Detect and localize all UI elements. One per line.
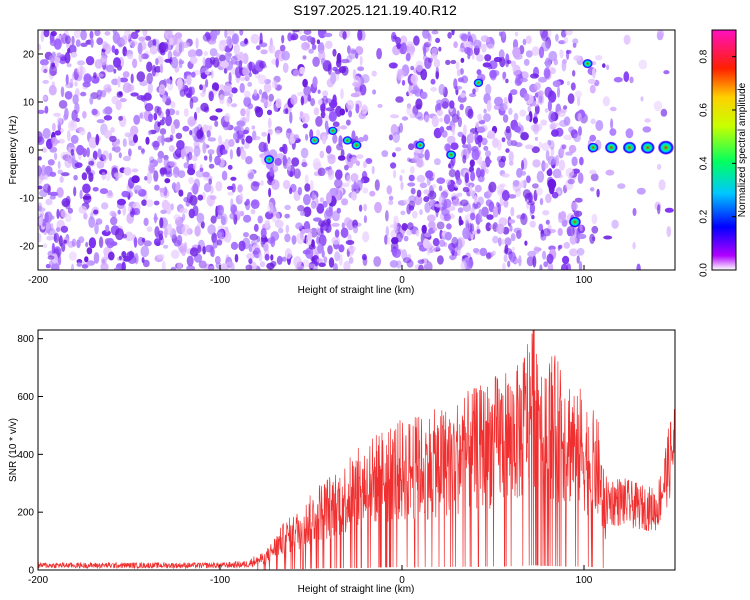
- colorbar-tick-label: 0.8: [699, 49, 710, 63]
- spectrogram-y-tick-label: 10: [23, 98, 35, 109]
- heatmap-feature: [351, 140, 362, 150]
- spectrogram-x-tick-label: -100: [210, 275, 230, 286]
- spectrogram-x-tick-label: -200: [28, 275, 48, 286]
- colorbar-tick-label: 0.0: [699, 263, 710, 277]
- colorbar-gradient: [711, 29, 737, 271]
- colorbar-tick-label: 0.6: [699, 103, 710, 117]
- heatmap-feature: [264, 155, 275, 165]
- spectrogram-y-tick-label: 0: [28, 146, 34, 157]
- heatmap-feature: [587, 142, 599, 153]
- snr-y-tick-label: 600: [17, 392, 34, 403]
- colorbar-tick-label: 0.4: [699, 156, 710, 170]
- snr-y-tick-label: 0: [28, 566, 34, 577]
- heatmap-feature: [582, 59, 593, 69]
- snr-x-label: Height of straight line (km): [298, 584, 415, 595]
- snr-frame: [37, 329, 676, 571]
- snr-x-tick-label: 100: [576, 575, 593, 586]
- snr-series-line: [38, 330, 675, 570]
- heatmap-feature: [342, 136, 353, 145]
- heatmap-feature: [415, 140, 426, 150]
- snr-y-tick-label: 200: [17, 508, 34, 519]
- snr-panel: -200 -100 0 100 0 200 400 600 800 Height of str…: [8, 329, 676, 595]
- snr-y-tick-label: 800: [17, 334, 34, 345]
- heatmap-feature: [640, 141, 655, 154]
- heatmap-feature: [473, 78, 484, 88]
- heatmap-feature: [446, 150, 457, 160]
- snr-x-tick-label: -100: [210, 575, 230, 586]
- colorbar: 0.0 0.2 0.4 0.6 0.8 Normalized spectral ampl…: [699, 29, 748, 277]
- spectrogram-x-tick-label: 100: [576, 275, 593, 286]
- colorbar-label: Normalized spectral amplitude: [737, 82, 748, 217]
- spectrogram-y-label: Frequency (Hz): [8, 116, 19, 185]
- spectrogram-texture: [38, 30, 674, 270]
- heatmap-feature: [328, 126, 338, 136]
- snr-y-label: SNR (10 * v/v): [8, 418, 19, 482]
- snr-x-tick-label: -200: [28, 575, 48, 586]
- heatmap-feature: [622, 141, 637, 154]
- heatmap-feature: [309, 136, 320, 145]
- colorbar-tick-label: 0.2: [699, 209, 710, 223]
- snr-x-tick-label: 0: [399, 575, 405, 586]
- heatmap-feature: [605, 141, 618, 154]
- heatmap-feature: [658, 140, 674, 155]
- chart-title: S197.2025.121.19.40.R12: [293, 2, 457, 18]
- snr-y-tick-label: 400: [17, 450, 34, 461]
- spectrogram-x-label: Height of straight line (km): [298, 285, 415, 296]
- spectrogram-y-tick-label: -20: [20, 242, 35, 253]
- spectrogram-y-tick-label: -10: [20, 194, 35, 205]
- spectrogram-y-tick-label: 20: [23, 50, 35, 61]
- heatmap-feature: [568, 216, 581, 228]
- spectrogram-x-tick-label: 0: [399, 275, 405, 286]
